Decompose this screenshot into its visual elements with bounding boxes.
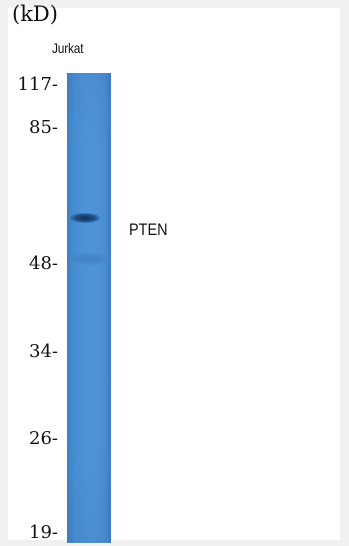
marker-label: 117- <box>17 74 58 95</box>
marker-85: 85- <box>0 117 66 139</box>
marker-label: 85- <box>29 117 58 138</box>
protein-band <box>70 213 100 223</box>
gel-lane <box>67 73 111 543</box>
lane-label: Jurkat <box>52 40 84 56</box>
marker-117: 117- <box>0 74 66 96</box>
faint-band <box>71 253 107 265</box>
marker-label: 26- <box>29 428 58 449</box>
blot-panel <box>8 8 340 540</box>
marker-label: 34- <box>29 341 58 362</box>
unit-label: (kD) <box>12 2 58 26</box>
marker-34: 34- <box>0 341 66 363</box>
band-label: PTEN <box>129 220 168 239</box>
marker-19: 19- <box>0 522 66 544</box>
marker-26: 26- <box>0 428 66 450</box>
marker-label: 19- <box>29 522 58 543</box>
marker-48: 48- <box>0 253 66 275</box>
marker-label: 48- <box>29 253 58 274</box>
